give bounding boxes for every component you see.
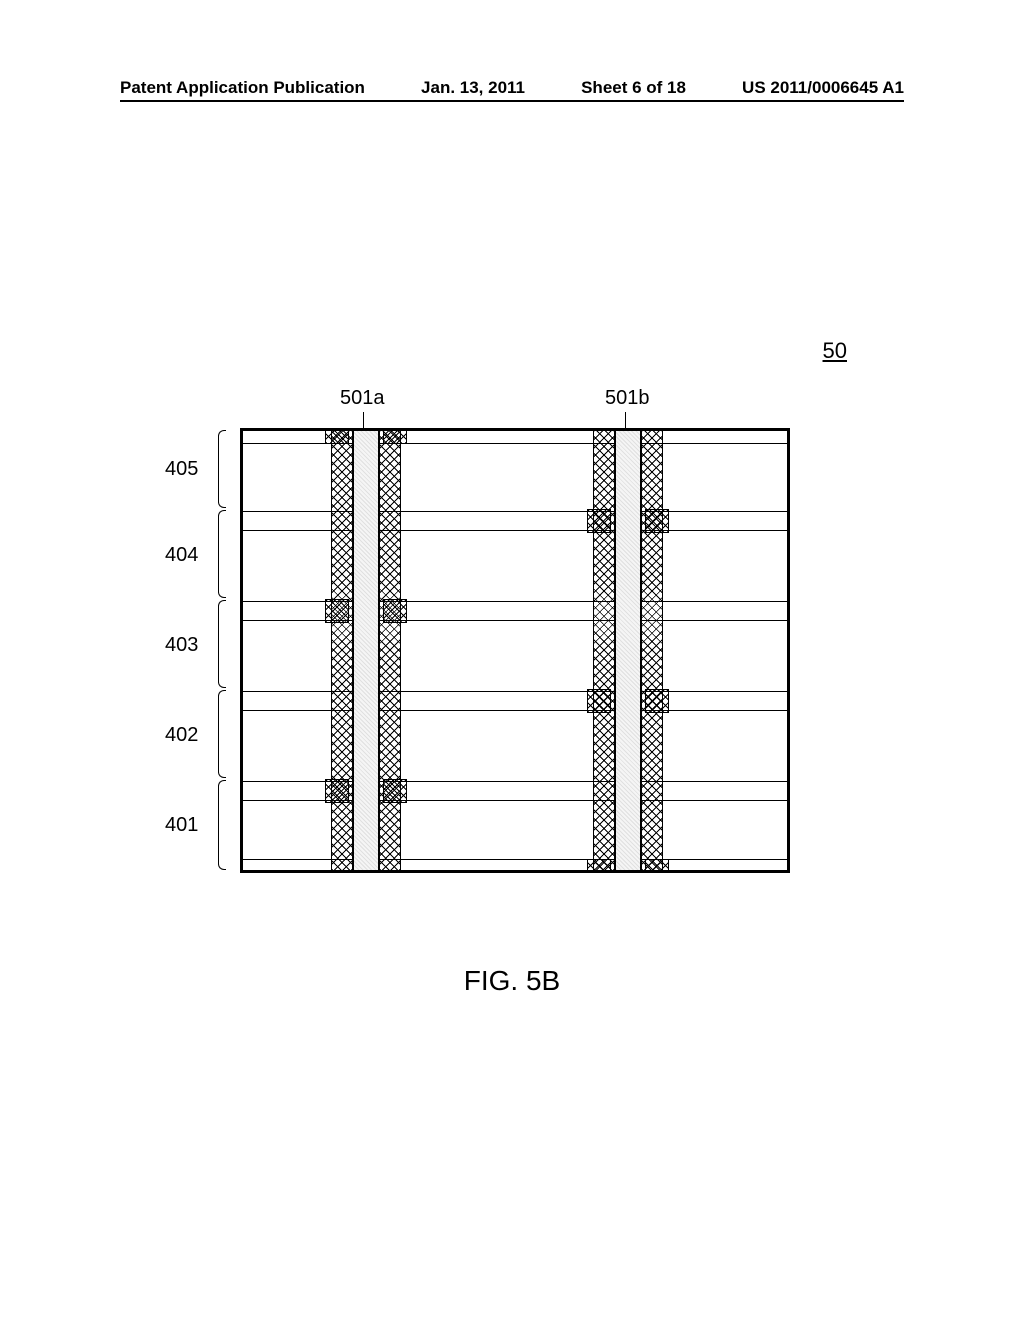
- header-publication: Patent Application Publication: [120, 78, 365, 98]
- tab-b-1-r: [645, 509, 669, 533]
- tab-a-4-r: [383, 779, 407, 803]
- thin-band-1: [243, 511, 787, 531]
- tab-a-2-r: [383, 599, 407, 623]
- layer-line-bottom: [243, 859, 787, 860]
- hatch-strip-a-right: [379, 431, 401, 870]
- bracket-403: [218, 600, 226, 688]
- tab-a-top-l: [325, 430, 349, 444]
- tab-a-4-l: [325, 779, 349, 803]
- column-501a: [353, 431, 379, 870]
- header-pubnum: US 2011/0006645 A1: [742, 78, 904, 98]
- hatch-strip-b-left: [593, 431, 615, 870]
- bracket-405: [218, 430, 226, 508]
- thin-band-3: [243, 691, 787, 711]
- figure-caption: FIG. 5B: [0, 965, 1024, 997]
- leader-501a: [363, 412, 364, 428]
- hatch-strip-a-left: [331, 431, 353, 870]
- tab-a-top-r: [383, 430, 407, 444]
- tab-a-2-l: [325, 599, 349, 623]
- bracket-402: [218, 690, 226, 778]
- tab-b-bot-r: [645, 859, 669, 873]
- label-405: 405: [165, 458, 198, 481]
- bracket-404: [218, 510, 226, 598]
- cross-section-diagram: [240, 428, 790, 873]
- tab-b-1-l: [587, 509, 611, 533]
- column-501b: [615, 431, 641, 870]
- label-401: 401: [165, 814, 198, 837]
- leader-501b: [625, 412, 626, 428]
- label-501a: 501a: [340, 387, 385, 410]
- bracket-401: [218, 780, 226, 870]
- label-402: 402: [165, 724, 198, 747]
- label-404: 404: [165, 544, 198, 567]
- figure-reference-number: 50: [823, 338, 847, 364]
- header-date: Jan. 13, 2011: [421, 78, 525, 98]
- page-header: Patent Application Publication Jan. 13, …: [0, 78, 1024, 98]
- tab-b-3-r: [645, 689, 669, 713]
- hatch-strip-b-right: [641, 431, 663, 870]
- tab-b-3-l: [587, 689, 611, 713]
- header-rule: [120, 100, 904, 102]
- header-sheet: Sheet 6 of 18: [581, 78, 686, 98]
- label-403: 403: [165, 634, 198, 657]
- tab-b-bot-l: [587, 859, 611, 873]
- label-501b: 501b: [605, 387, 650, 410]
